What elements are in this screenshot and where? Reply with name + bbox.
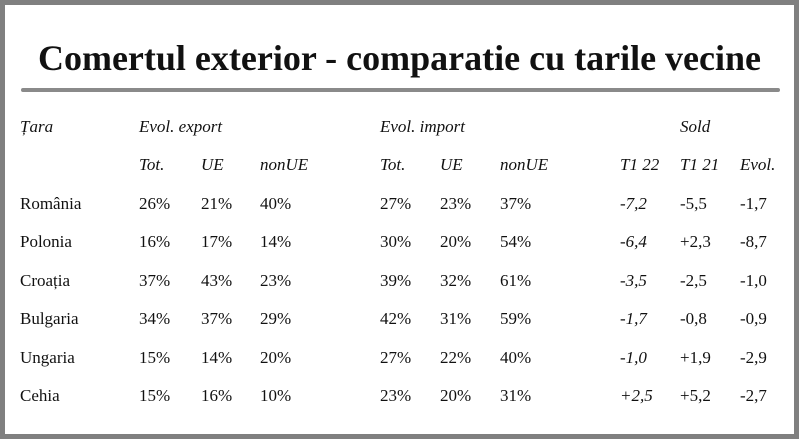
cell-country: Cehia — [20, 386, 60, 405]
header-t1-22: T1 22 — [620, 155, 660, 174]
header-exp-ue: UE — [201, 155, 224, 174]
cell-t1-22: +2,5 — [620, 386, 653, 405]
cell-imp-nonue: 37% — [500, 194, 532, 213]
cell-imp-ue: 23% — [440, 194, 472, 213]
page-title: Comertul exterior - comparatie cu tarile… — [37, 38, 762, 78]
cell-t1-21: +5,2 — [680, 386, 711, 405]
cell-exp-nonue: 10% — [260, 386, 292, 405]
cell-imp-tot: 27% — [380, 348, 412, 367]
header-import-group: Evol. import — [380, 117, 465, 136]
header-exp-tot: Tot. — [139, 155, 165, 174]
cell-country: Croația — [20, 271, 71, 290]
header-t1-21: T1 21 — [680, 155, 720, 174]
cell-t1-21: -5,5 — [680, 194, 707, 213]
cell-exp-ue: 37% — [201, 309, 233, 328]
cell-imp-nonue: 54% — [500, 232, 532, 251]
cell-exp-tot: 15% — [139, 348, 171, 367]
cell-imp-ue: 20% — [440, 386, 472, 405]
cell-imp-tot: 27% — [380, 194, 412, 213]
cell-exp-tot: 16% — [139, 232, 171, 251]
cell-exp-tot: 34% — [139, 309, 171, 328]
cell-imp-tot: 23% — [380, 386, 412, 405]
cell-imp-nonue: 31% — [500, 386, 532, 405]
cell-imp-ue: 32% — [440, 271, 472, 290]
header-imp-nonue: nonUE — [500, 155, 549, 174]
cell-evol: -8,7 — [740, 232, 767, 251]
cell-exp-ue: 14% — [201, 348, 233, 367]
cell-t1-22: -7,2 — [620, 194, 647, 213]
cell-exp-ue: 16% — [201, 386, 233, 405]
cell-exp-nonue: 40% — [260, 194, 292, 213]
cell-evol: -2,7 — [740, 386, 767, 405]
cell-country: Polonia — [20, 232, 72, 251]
cell-exp-nonue: 29% — [260, 309, 292, 328]
cell-exp-ue: 21% — [201, 194, 233, 213]
header-evol: Evol. — [740, 155, 776, 174]
cell-imp-tot: 42% — [380, 309, 412, 328]
cell-t1-21: -2,5 — [680, 271, 707, 290]
cell-exp-nonue: 20% — [260, 348, 292, 367]
header-exp-nonue: nonUE — [260, 155, 309, 174]
cell-imp-ue: 22% — [440, 348, 472, 367]
cell-t1-21: -0,8 — [680, 309, 707, 328]
cell-imp-ue: 31% — [440, 309, 472, 328]
cell-country: Ungaria — [20, 348, 75, 367]
header-imp-ue: UE — [440, 155, 463, 174]
cell-evol: -2,9 — [740, 348, 767, 367]
cell-imp-tot: 39% — [380, 271, 412, 290]
header-export-group: Evol. export — [139, 117, 223, 136]
cell-t1-22: -6,4 — [620, 232, 647, 251]
cell-exp-tot: 15% — [139, 386, 171, 405]
header-country: Țara — [20, 117, 54, 136]
cell-country: România — [20, 194, 82, 213]
cell-evol: -1,0 — [740, 271, 767, 290]
title-divider — [21, 88, 780, 92]
cell-imp-ue: 20% — [440, 232, 472, 251]
cell-t1-21: +2,3 — [680, 232, 711, 251]
cell-imp-nonue: 61% — [500, 271, 532, 290]
cell-exp-ue: 17% — [201, 232, 233, 251]
cell-exp-tot: 26% — [139, 194, 171, 213]
cell-exp-nonue: 23% — [260, 271, 292, 290]
cell-t1-22: -3,5 — [620, 271, 647, 290]
header-sold-group: Sold — [680, 117, 711, 136]
cell-exp-tot: 37% — [139, 271, 171, 290]
cell-imp-nonue: 40% — [500, 348, 532, 367]
cell-exp-nonue: 14% — [260, 232, 292, 251]
cell-t1-21: +1,9 — [680, 348, 711, 367]
cell-imp-nonue: 59% — [500, 309, 532, 328]
cell-exp-ue: 43% — [201, 271, 233, 290]
cell-imp-tot: 30% — [380, 232, 412, 251]
cell-t1-22: -1,0 — [620, 348, 647, 367]
cell-evol: -0,9 — [740, 309, 767, 328]
cell-evol: -1,7 — [740, 194, 767, 213]
cell-country: Bulgaria — [20, 309, 79, 328]
header-imp-tot: Tot. — [380, 155, 406, 174]
cell-t1-22: -1,7 — [620, 309, 647, 328]
